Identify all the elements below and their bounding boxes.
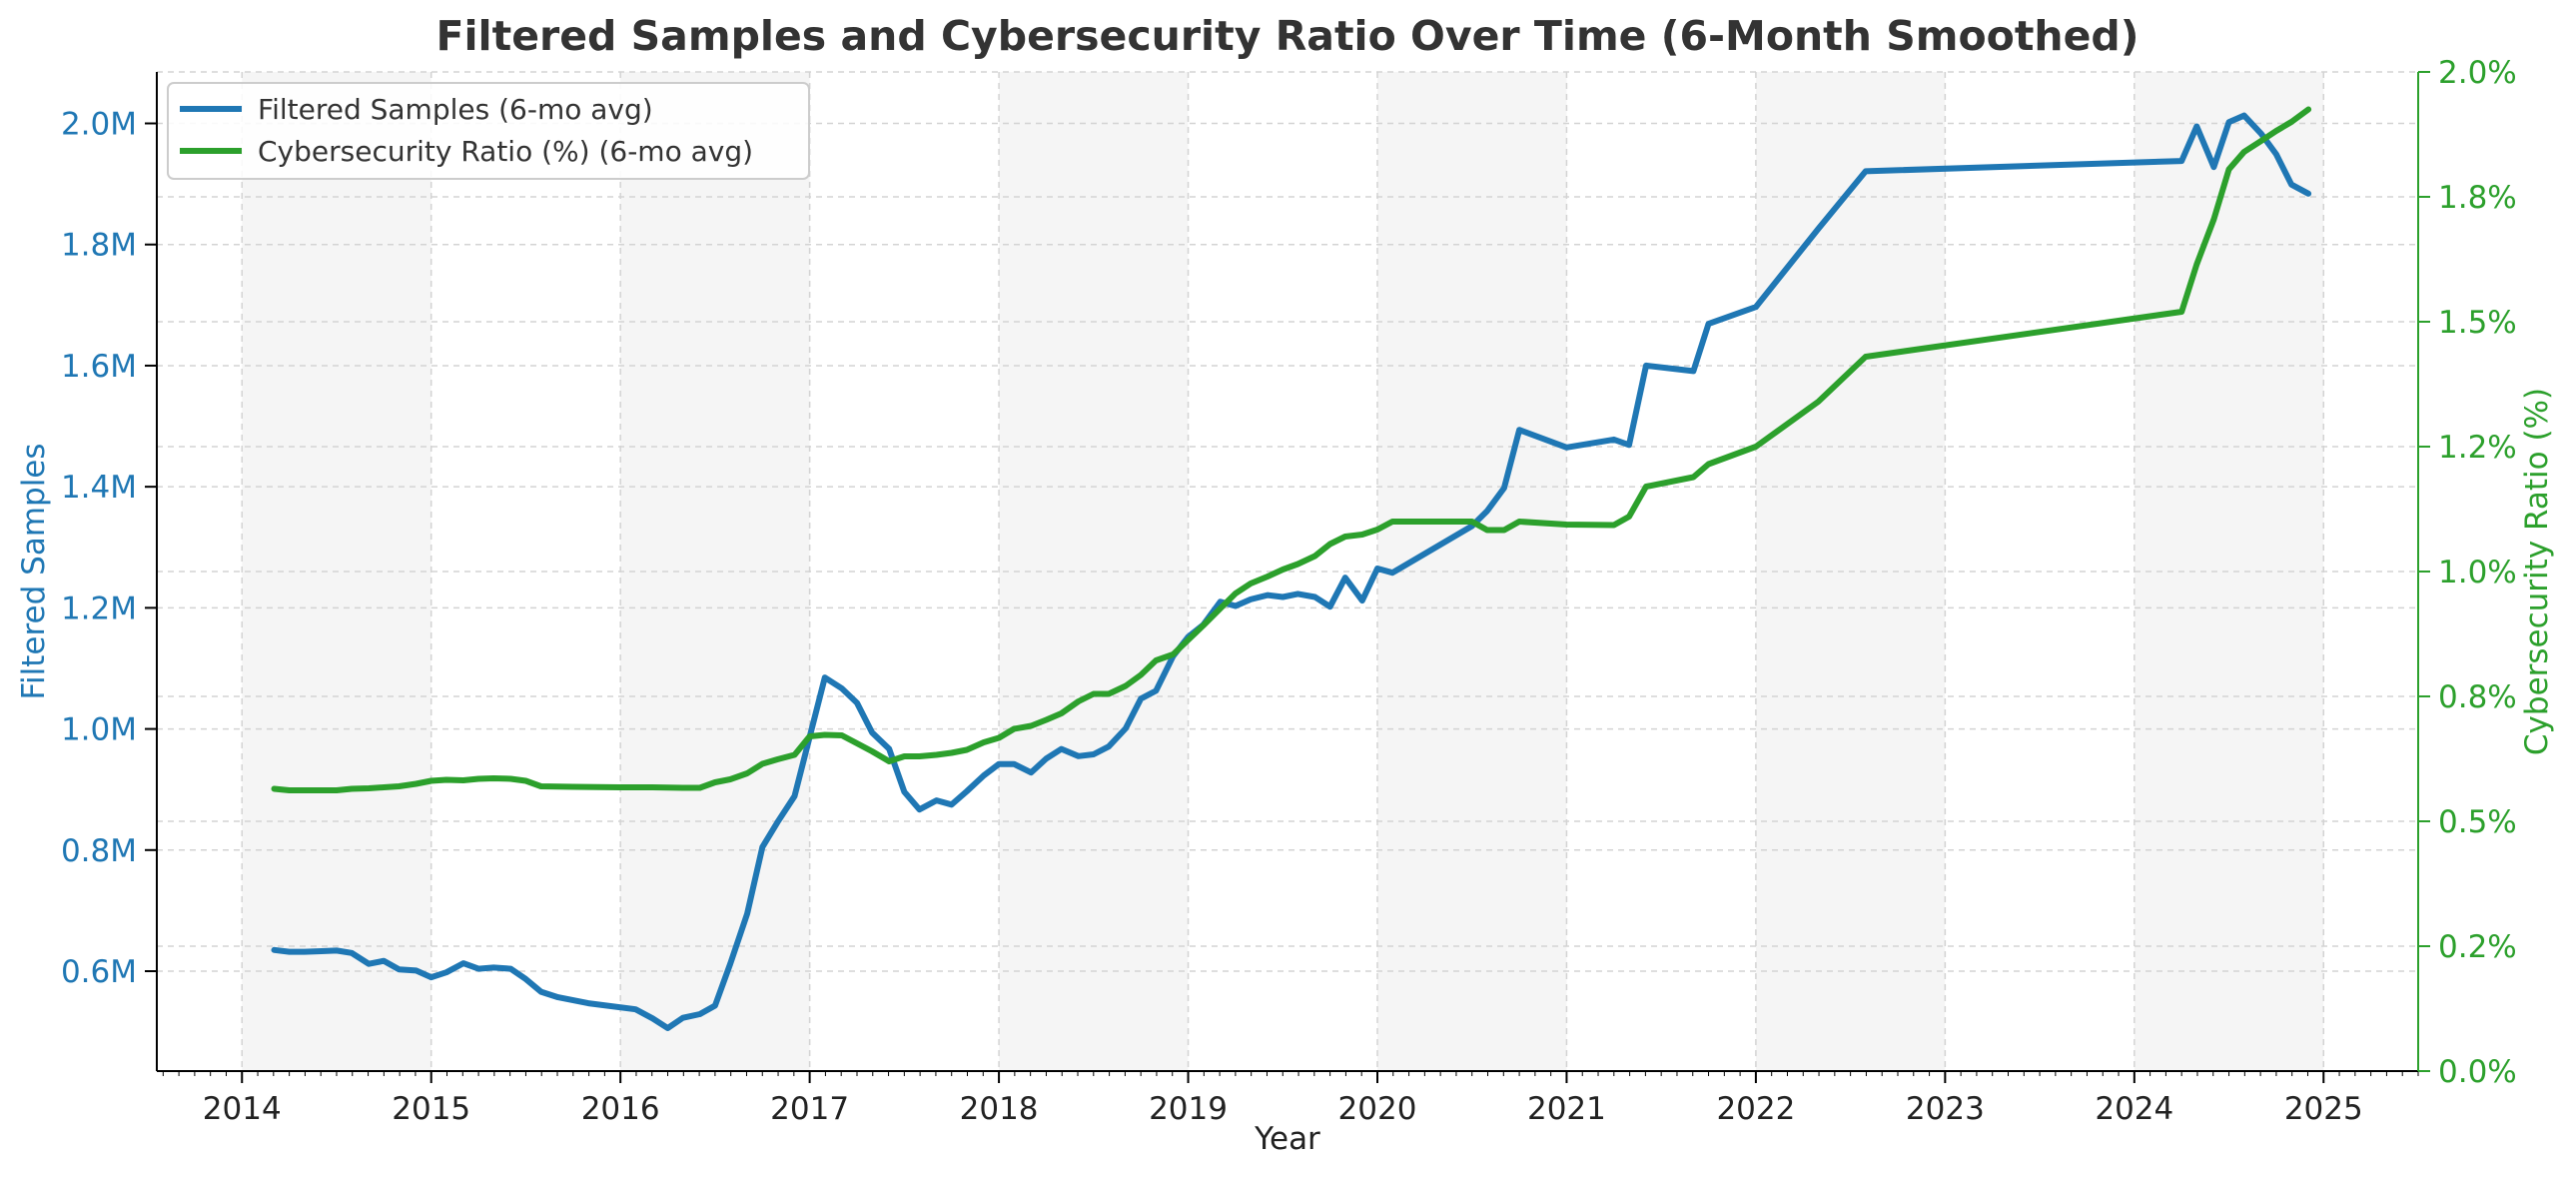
x-tick-label: 2019	[1149, 1091, 1228, 1127]
right-axis-label: Cybersecurity Ratio (%)	[2519, 388, 2555, 755]
x-tick-label: 2023	[1906, 1091, 1985, 1127]
x-tick-label: 2016	[581, 1091, 660, 1127]
legend: Filtered Samples (6-mo avg) Cybersecurit…	[167, 82, 810, 180]
x-tick-label: 2017	[770, 1091, 849, 1127]
left-tick-label: 0.8M	[61, 833, 137, 869]
right-tick-label: 2.0%	[2438, 55, 2517, 91]
legend-label-ratio: Cybersecurity Ratio (%) (6-mo avg)	[258, 135, 753, 168]
right-tick-label: 1.8%	[2438, 180, 2517, 216]
right-tick-label: 1.5%	[2438, 305, 2517, 341]
year-band	[1376, 72, 1567, 1071]
left-tick-label: 1.0M	[61, 712, 137, 748]
right-tick-label: 0.5%	[2438, 804, 2517, 840]
right-tick-label: 1.0%	[2438, 555, 2517, 590]
right-tick-label: 0.8%	[2438, 679, 2517, 715]
year-band	[620, 72, 810, 1071]
axes	[156, 72, 2419, 1072]
legend-box	[167, 82, 810, 180]
left-tick-label: 1.4M	[61, 470, 137, 506]
chart-title: Filtered Samples and Cybersecurity Ratio…	[435, 12, 2139, 60]
tick-marks: 2014 2015 2016 2017 2018 2019 2020 2021 2022 2023…	[61, 55, 2517, 1127]
x-tick-label: 2018	[960, 1091, 1039, 1127]
x-tick-label: 2021	[1527, 1091, 1606, 1127]
x-tick-label: 2015	[392, 1091, 470, 1127]
left-tick-label: 1.2M	[61, 590, 137, 626]
right-tick-label: 1.2%	[2438, 430, 2517, 466]
left-tick-label: 2.0M	[61, 107, 137, 143]
series-line-cybersecurity-ratio	[271, 106, 2312, 793]
left-axis-label: Filtered Samples	[16, 443, 52, 699]
right-tick-label: 0.0%	[2438, 1054, 2517, 1090]
left-tick-label: 1.8M	[61, 228, 137, 264]
legend-label-samples: Filtered Samples (6-mo avg)	[258, 93, 653, 126]
series-line-filtered-samples	[271, 112, 2312, 1031]
x-tick-label: 2020	[1338, 1091, 1417, 1127]
series-lines	[271, 106, 2312, 1031]
grid-lines	[157, 71, 2418, 1072]
left-tick-label: 1.6M	[61, 349, 137, 385]
x-tick-label: 2025	[2284, 1091, 2363, 1127]
x-tick-label: 2024	[2095, 1091, 2173, 1127]
left-tick-label: 0.6M	[61, 954, 137, 990]
x-tick-label: 2014	[203, 1091, 282, 1127]
x-tick-label: 2022	[1716, 1091, 1795, 1127]
year-band	[2134, 72, 2324, 1071]
x-axis-label: Year	[1254, 1121, 1320, 1157]
right-tick-label: 0.2%	[2438, 929, 2517, 965]
